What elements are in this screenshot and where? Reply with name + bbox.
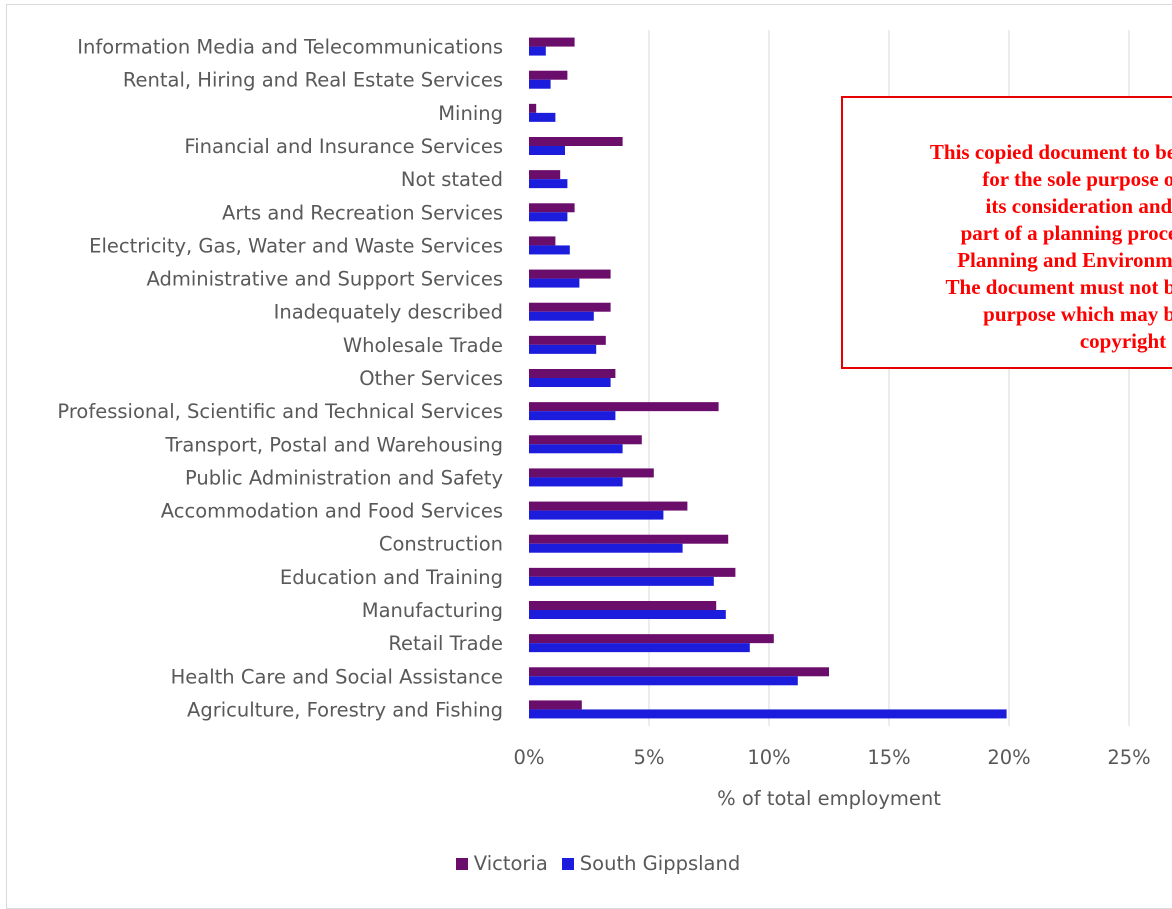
bar-victoria-arts-and-recreation-services — [529, 203, 575, 213]
legend-item-victoria: Victoria — [455, 852, 548, 875]
category-label-not-stated: Not stated — [401, 168, 503, 191]
legend: Victoria South Gippsland — [0, 852, 1172, 875]
bar-victoria-retail-trade — [529, 634, 774, 644]
category-label-agriculture-forestry-and-fishing: Agriculture, Forestry and Fishing — [187, 698, 503, 721]
bar-victoria-construction — [529, 534, 729, 544]
category-label-retail-trade: Retail Trade — [388, 632, 503, 655]
tick-label-20: 20% — [987, 746, 1030, 769]
bars — [529, 37, 1007, 719]
bar-victoria-not-stated — [529, 170, 561, 180]
category-label-wholesale-trade: Wholesale Trade — [343, 334, 503, 357]
category-label-mining: Mining — [438, 102, 503, 125]
bar-victoria-administrative-and-support-services — [529, 269, 611, 279]
bar-south-gippsland-other-services — [529, 378, 611, 387]
category-label-construction: Construction — [379, 533, 503, 556]
tick-label-5: 5% — [634, 746, 665, 769]
category-label-rental-hiring-and-real-estate-services: Rental, Hiring and Real Estate Services — [123, 69, 503, 92]
copyright-notice-stamp: This copied document to be made availabl… — [841, 96, 1172, 369]
category-label-arts-and-recreation-services: Arts and Recreation Services — [222, 201, 503, 224]
bar-south-gippsland-mining — [529, 112, 556, 122]
bar-victoria-transport-postal-and-warehousing — [529, 435, 642, 445]
employment-bar-chart: Information Media and Telecommunications… — [57, 30, 1151, 810]
bar-victoria-mining — [529, 103, 537, 113]
bar-south-gippsland-rental-hiring-and-real-estate-services — [529, 79, 551, 89]
bar-south-gippsland-arts-and-recreation-services — [529, 212, 568, 222]
tick-labels: 0% 5% 10% 15% 20% 25% — [514, 746, 1151, 769]
bar-victoria-agriculture-forestry-and-fishing — [529, 700, 582, 710]
bar-south-gippsland-financial-and-insurance-services — [529, 146, 565, 155]
bar-south-gippsland-administrative-and-support-services — [529, 278, 580, 288]
bar-south-gippsland-retail-trade — [529, 643, 750, 653]
bar-victoria-professional-scientific-and-technical-services — [529, 402, 719, 412]
legend-label-victoria: Victoria — [473, 852, 548, 875]
category-label-manufacturing: Manufacturing — [362, 599, 503, 622]
legend-swatch-south-gippsland — [561, 857, 574, 870]
category-label-public-administration-and-safety: Public Administration and Safety — [185, 466, 503, 489]
bar-victoria-inadequately-described — [529, 302, 611, 312]
bar-south-gippsland-education-and-training — [529, 576, 714, 586]
bar-victoria-education-and-training — [529, 567, 736, 577]
bar-south-gippsland-inadequately-described — [529, 311, 594, 321]
legend-label-south-gippsland: South Gippsland — [579, 852, 741, 875]
bar-south-gippsland-not-stated — [529, 179, 568, 189]
tick-label-0: 0% — [514, 746, 545, 769]
bar-south-gippsland-accommodation-and-food-services — [529, 510, 664, 520]
legend-swatch-victoria — [455, 857, 468, 870]
bar-south-gippsland-health-care-and-social-assistance — [529, 676, 798, 686]
bar-victoria-information-media-and-telecommunications — [529, 37, 575, 47]
bar-south-gippsland-manufacturing — [529, 610, 726, 619]
bar-south-gippsland-public-administration-and-safety — [529, 477, 623, 487]
bar-victoria-public-administration-and-safety — [529, 468, 654, 478]
category-label-health-care-and-social-assistance: Health Care and Social Assistance — [171, 665, 503, 688]
bar-south-gippsland-electricity-gas-water-and-waste-services — [529, 245, 570, 255]
bar-victoria-health-care-and-social-assistance — [529, 667, 829, 677]
category-label-other-services: Other Services — [359, 367, 503, 390]
tick-label-15: 15% — [867, 746, 910, 769]
tick-label-25: 25% — [1107, 746, 1150, 769]
bar-victoria-electricity-gas-water-and-waste-services — [529, 236, 556, 246]
category-label-accommodation-and-food-services: Accommodation and Food Services — [161, 500, 503, 523]
x-axis-title: % of total employment — [717, 787, 941, 810]
category-label-transport-postal-and-warehousing: Transport, Postal and Warehousing — [164, 433, 503, 456]
category-labels: Information Media and Telecommunications… — [57, 36, 503, 722]
bar-south-gippsland-construction — [529, 543, 683, 553]
category-label-education-and-training: Education and Training — [280, 566, 503, 589]
bar-victoria-manufacturing — [529, 601, 717, 610]
legend-item-south-gippsland: South Gippsland — [561, 852, 741, 875]
bar-south-gippsland-professional-scientific-and-technical-services — [529, 411, 616, 421]
bar-south-gippsland-wholesale-trade — [529, 344, 597, 354]
category-label-administrative-and-support-services: Administrative and Support Services — [146, 268, 503, 291]
bar-victoria-rental-hiring-and-real-estate-services — [529, 70, 568, 80]
bar-victoria-wholesale-trade — [529, 335, 606, 345]
bar-south-gippsland-agriculture-forestry-and-fishing — [529, 709, 1007, 719]
bar-victoria-financial-and-insurance-services — [529, 137, 623, 146]
category-label-professional-scientific-and-technical-services: Professional, Scientific and Technical S… — [57, 400, 503, 423]
bar-south-gippsland-information-media-and-telecommunications — [529, 46, 546, 56]
category-label-electricity-gas-water-and-waste-services: Electricity, Gas, Water and Waste Servic… — [89, 234, 503, 257]
bar-victoria-accommodation-and-food-services — [529, 501, 688, 511]
copyright-notice-text: This copied document to be made availabl… — [929, 140, 1172, 353]
category-label-inadequately-described: Inadequately described — [274, 301, 503, 324]
bar-victoria-other-services — [529, 369, 616, 378]
category-label-information-media-and-telecommunications: Information Media and Telecommunications — [77, 36, 503, 59]
bar-south-gippsland-transport-postal-and-warehousing — [529, 444, 623, 454]
tick-label-10: 10% — [747, 746, 790, 769]
category-label-financial-and-insurance-services: Financial and Insurance Services — [184, 135, 503, 158]
